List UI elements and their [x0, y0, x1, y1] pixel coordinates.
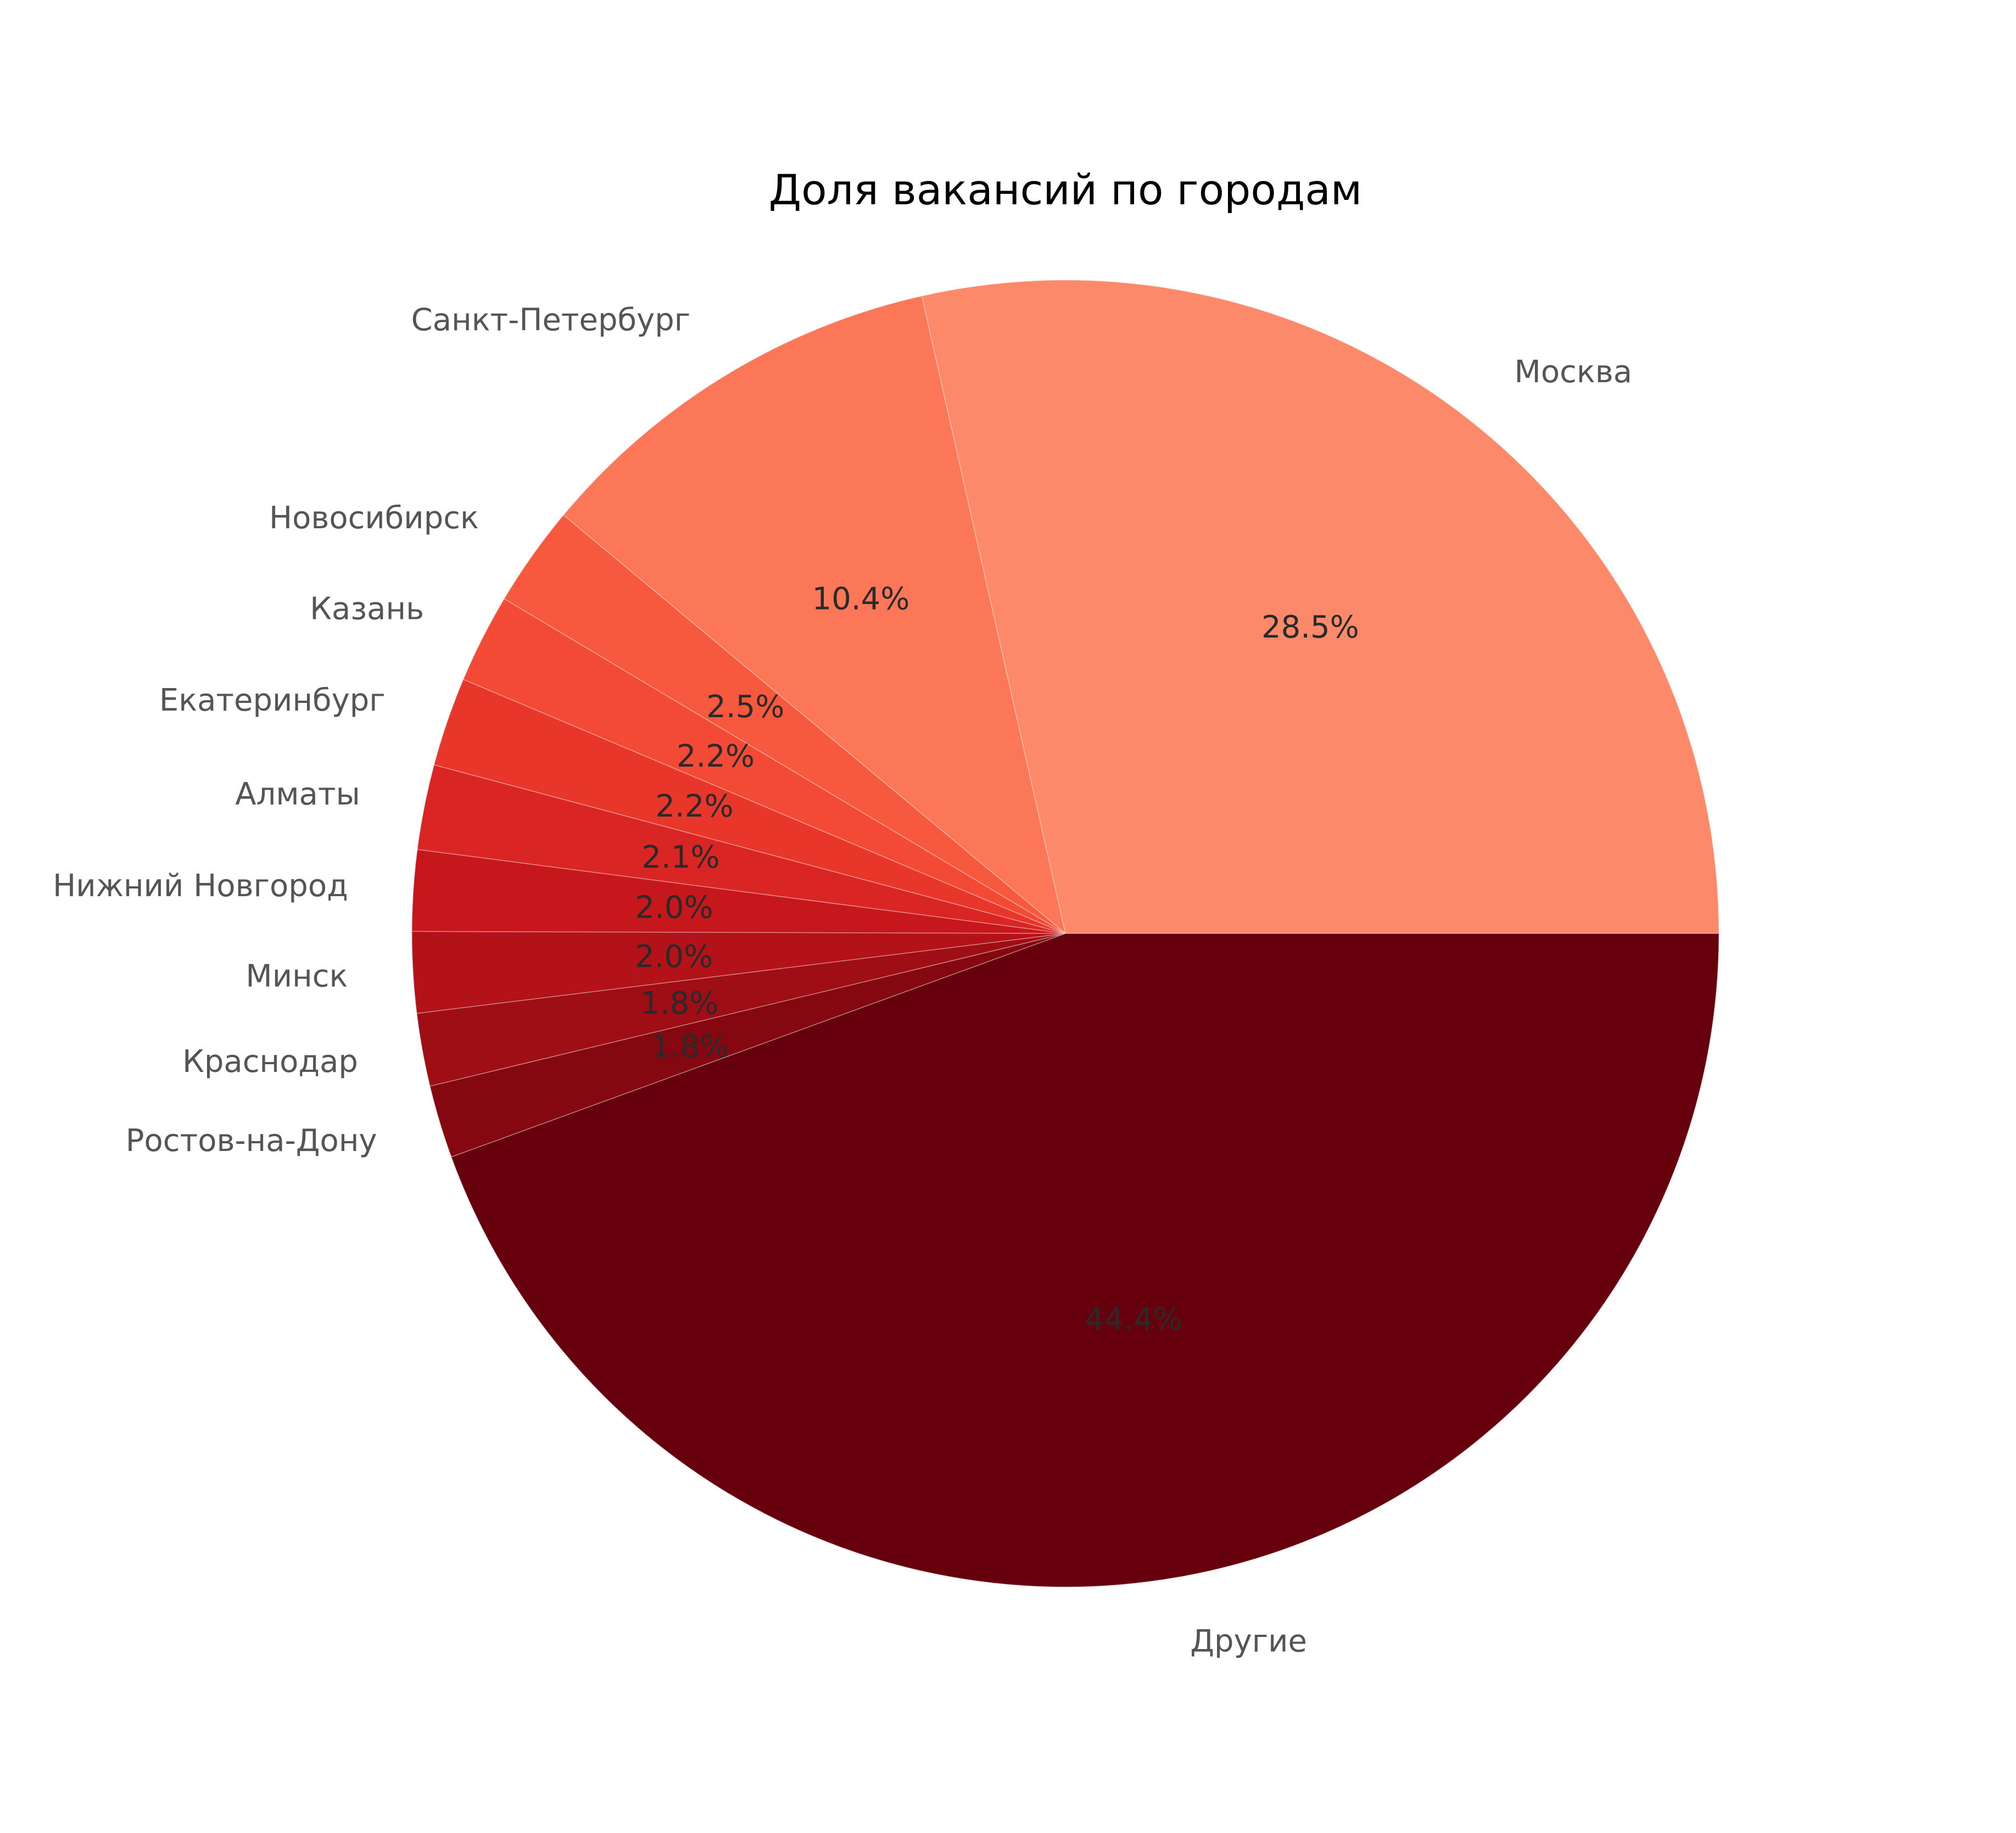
pie-slice-алматы	[417, 764, 1066, 934]
percent-label-минск: 2.0%	[635, 939, 713, 975]
percent-label-казань: 2.2%	[677, 739, 755, 774]
slice-label-екатеринбург: Екатеринбург	[159, 683, 386, 718]
slice-label-санкт-петербург: Санкт-Петербург	[411, 303, 691, 338]
pie-slice-минск	[411, 931, 1066, 1014]
percent-label-новосибирск: 2.5%	[706, 689, 784, 725]
pie-slices	[411, 280, 1719, 1588]
pie-slice-санкт-петербург	[562, 295, 1066, 935]
percent-label-другие: 44.4%	[1085, 1302, 1182, 1338]
percent-labels: 28.5% 10.4% 2.5% 2.2% 2.2% 2.1% 2.0% 2.0% 1.8% 1.…	[635, 581, 1359, 1337]
percent-label-нижний-новгород: 2.0%	[635, 890, 713, 925]
percent-label-ростов-на-дону: 1.8%	[651, 1029, 729, 1064]
slice-label-другие: Другие	[1190, 1624, 1307, 1659]
percent-label-екатеринбург: 2.2%	[655, 789, 733, 824]
slice-label-алматы: Алматы	[235, 776, 360, 812]
pie-slice-екатеринбург	[433, 679, 1066, 934]
slice-label-нижний-новгород: Нижний Новгород	[53, 868, 348, 904]
chart-title: Доля вакансий по городам	[769, 165, 1362, 214]
slice-label-ростов-на-дону: Ростов-на-Дону	[126, 1123, 377, 1159]
slice-label-новосибирск: Новосибирск	[269, 500, 479, 536]
pie-slice-краснодар	[416, 933, 1066, 1087]
pie-slice-новосибирск	[503, 514, 1066, 934]
pie-slice-москва	[921, 280, 1719, 934]
slice-label-минск: Минск	[245, 959, 348, 994]
percent-label-алматы: 2.1%	[641, 840, 719, 875]
pie-slice-ростов-на-дону	[429, 933, 1066, 1158]
pie-slice-казань	[462, 598, 1066, 934]
pie-slice-нижний-новгород	[411, 849, 1066, 934]
slice-label-краснодар: Краснодар	[182, 1044, 358, 1080]
percent-label-краснодар: 1.8%	[640, 986, 718, 1021]
percent-label-москва: 28.5%	[1261, 610, 1359, 645]
slice-label-казань: Казань	[310, 591, 424, 627]
slice-labels: Москва Санкт-Петербург Новосибирск Казань Ек…	[53, 303, 1632, 1659]
pie-slice-другие	[450, 933, 1719, 1588]
percent-label-санкт-петербург: 10.4%	[812, 581, 910, 617]
slice-label-москва: Москва	[1515, 354, 1633, 390]
